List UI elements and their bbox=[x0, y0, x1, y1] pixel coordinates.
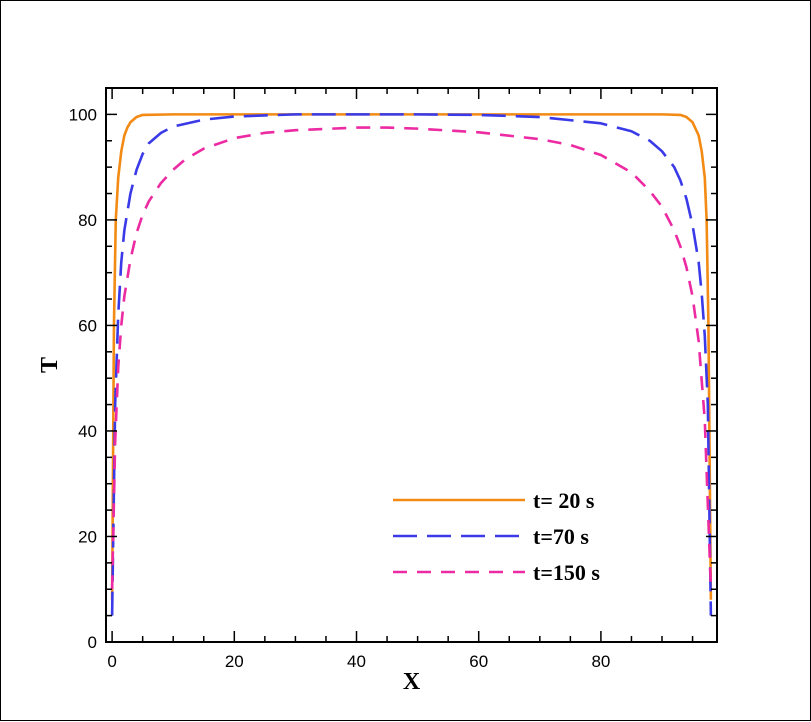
y-tick-label: 20 bbox=[78, 527, 97, 546]
plot-area-border bbox=[105, 87, 718, 643]
y-tick-label: 40 bbox=[78, 422, 97, 441]
x-tick-label: 40 bbox=[347, 652, 366, 671]
series-line-2 bbox=[110, 126, 713, 590]
legend-label-t150: t=150 s bbox=[533, 560, 600, 585]
series-line-1 bbox=[110, 113, 713, 616]
y-axis-title: T bbox=[37, 357, 63, 373]
axes: 0 20 40 60 80 0 20 40 60 80 100 bbox=[69, 87, 717, 671]
legend-label-t70: t=70 s bbox=[533, 524, 589, 549]
y-tick-label: 80 bbox=[78, 211, 97, 230]
x-tick-label: 0 bbox=[107, 652, 116, 671]
legend-label-t20: t= 20 s bbox=[533, 488, 595, 513]
x-tick-label: 20 bbox=[225, 652, 244, 671]
series-line-0 bbox=[110, 113, 713, 600]
y-tick-label: 0 bbox=[88, 633, 97, 652]
x-tick-label: 60 bbox=[469, 652, 488, 671]
x-axis-title: X bbox=[403, 669, 421, 695]
y-tick-label: 60 bbox=[78, 316, 97, 335]
legend: t= 20 s t=70 s t=150 s bbox=[393, 488, 600, 585]
chart-marks bbox=[110, 113, 713, 616]
y-tick-label: 100 bbox=[69, 105, 97, 124]
x-tick-label: 80 bbox=[591, 652, 610, 671]
